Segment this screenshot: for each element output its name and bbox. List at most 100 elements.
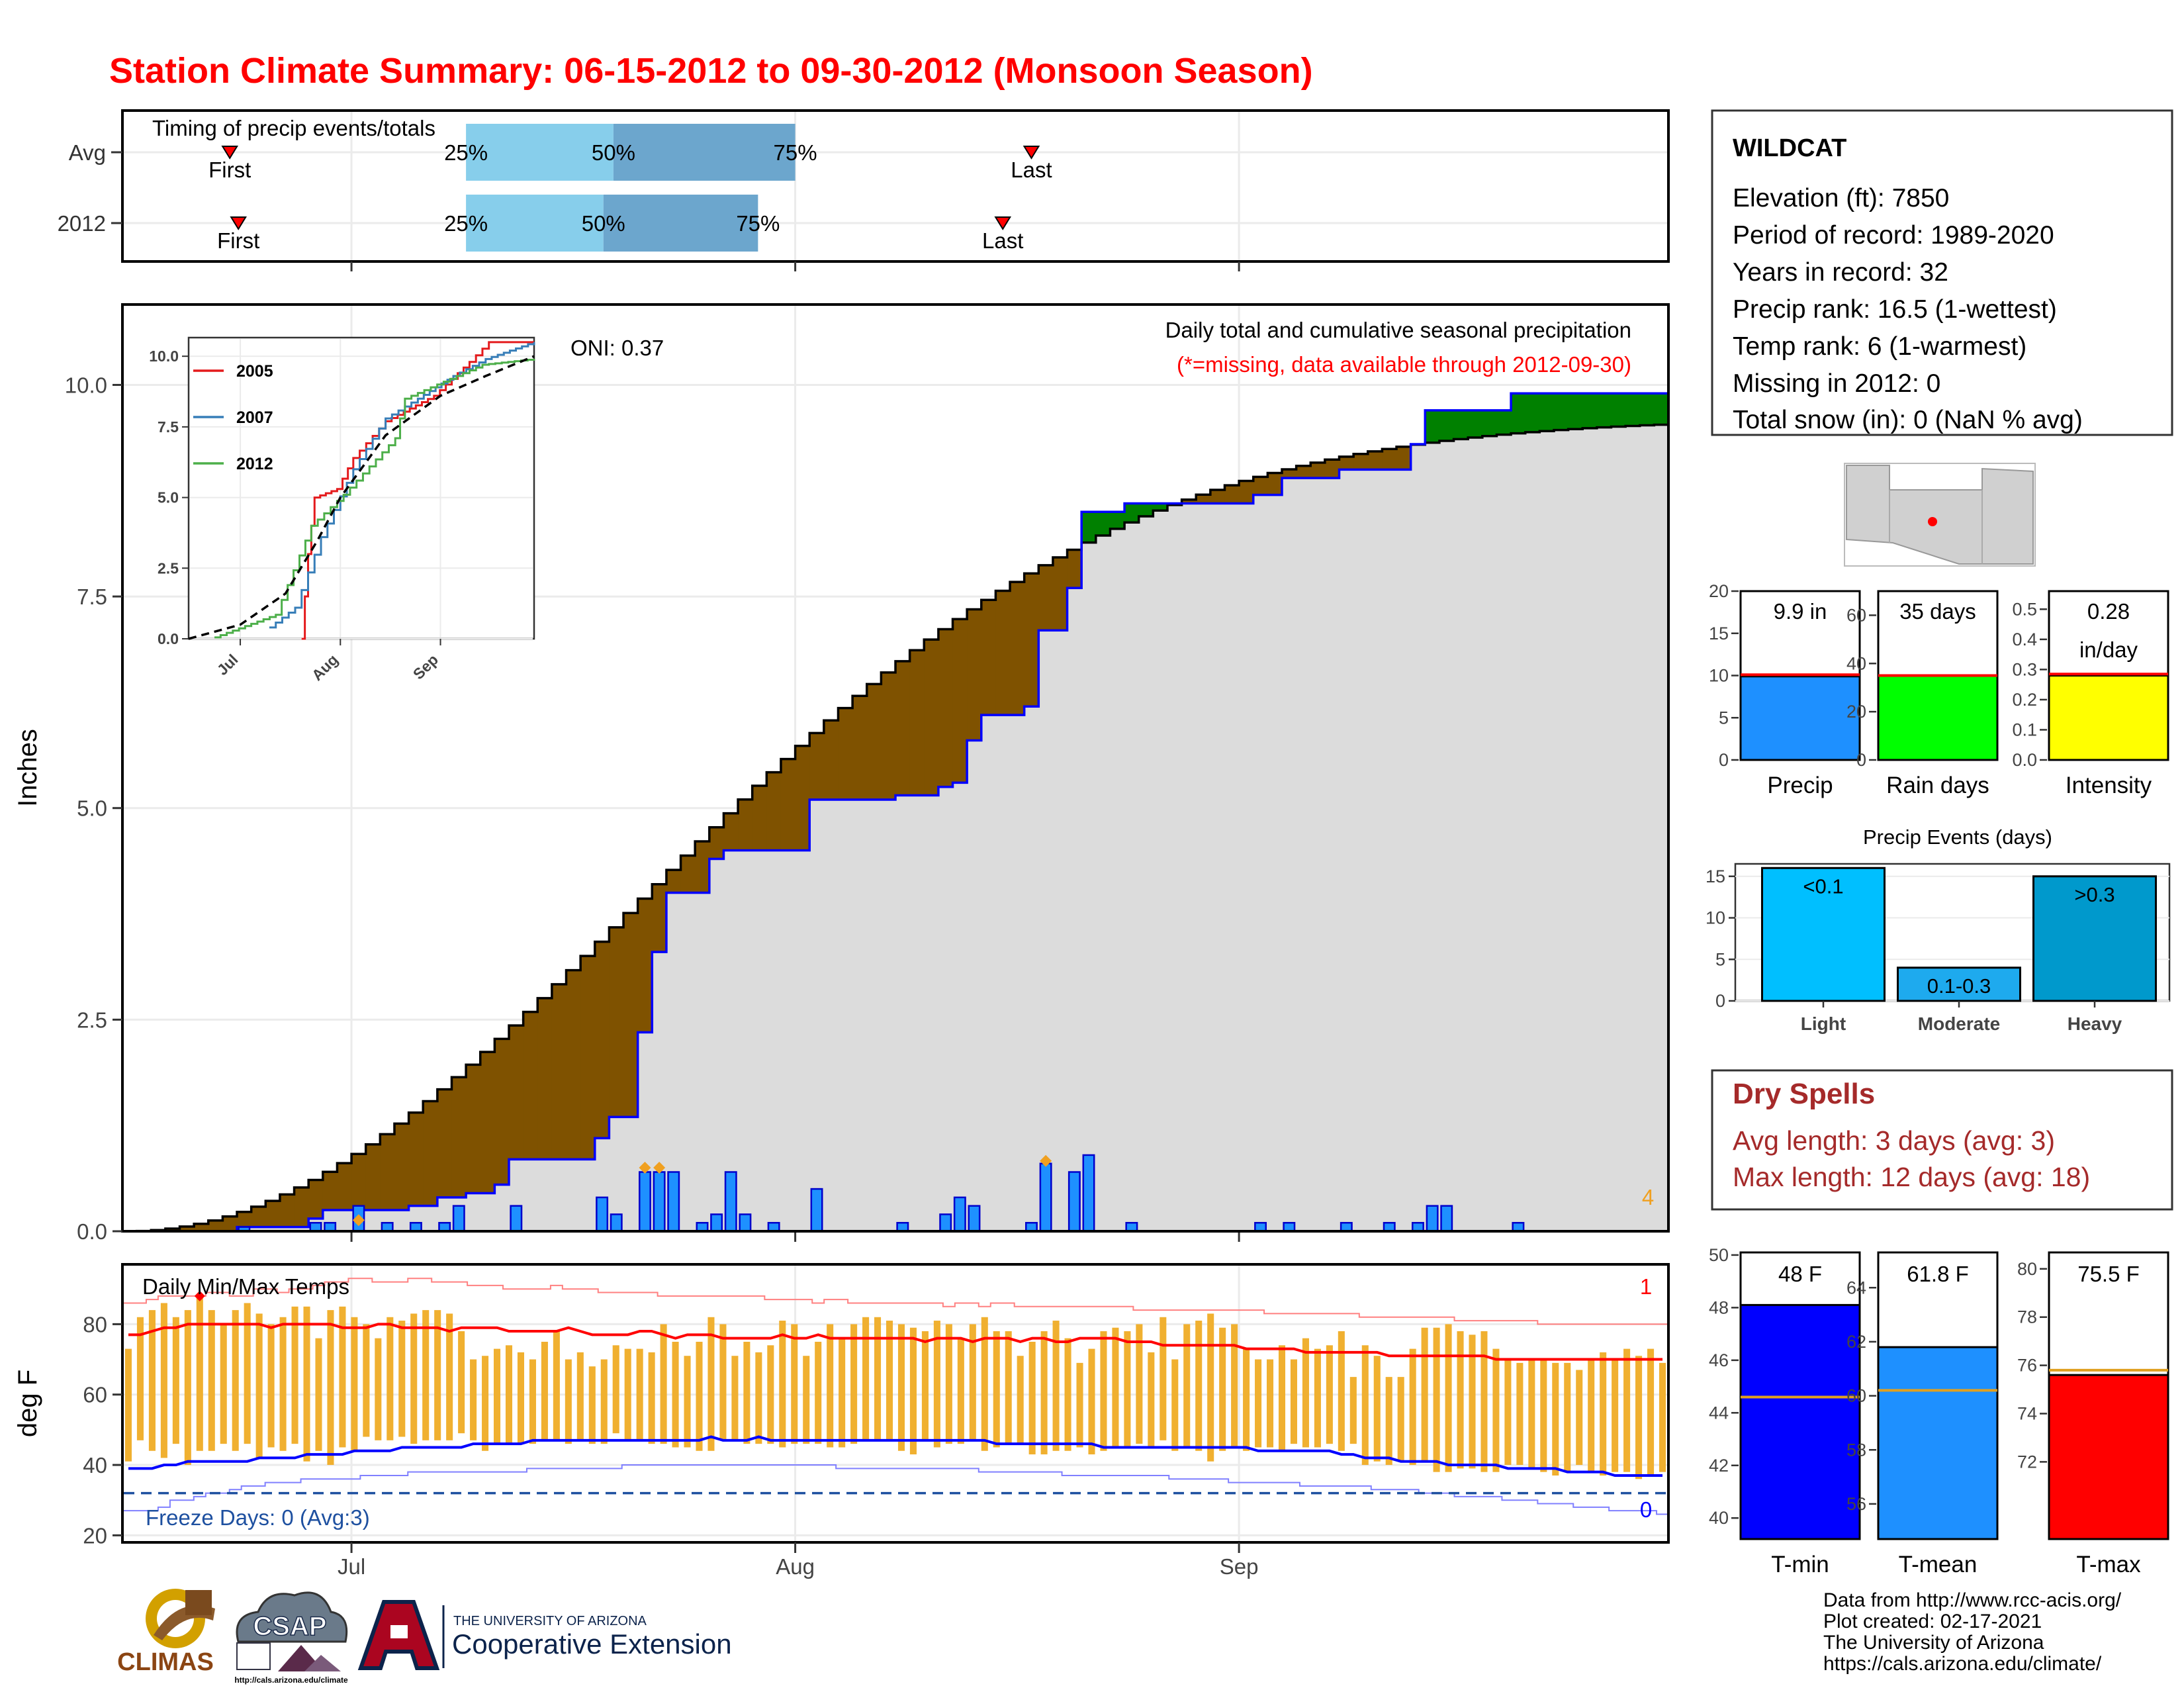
station-line: Period of record: 1989-2020 [1733,221,2054,250]
temp-daily-range-bar [553,1331,560,1440]
precip-below-avg-area [709,827,725,859]
precip-below-avg-area [1282,469,1297,479]
events-y-tick-label: 0 [1715,991,1725,1011]
summary-y-tick-label: 20 [1846,702,1866,722]
oni-label: ONI: 0.37 [570,336,664,360]
temp-daily-range-bar [1588,1359,1595,1472]
precip-cumulative-area [1410,444,1426,1231]
precip-below-avg-area [208,1220,224,1231]
precip-cumulative-area [1181,503,1197,1232]
summary-y-tick-label: 10 [1709,666,1729,686]
temp-daily-range-bar [363,1324,370,1437]
precip-daily-bar [1068,1171,1081,1233]
precip-below-avg-area [1324,459,1340,479]
temp-summary-y-tick-label: 72 [2017,1452,2037,1472]
precip-cumulative-area [1367,469,1383,1231]
summary-y-tick-label: 0.4 [2012,630,2037,649]
temp-daily-range-bar [1349,1377,1357,1444]
station-line: Total snow (in): 0 (NaN % avg) [1733,406,2083,434]
precip-below-avg-area [279,1194,295,1227]
precip-above-avg-area [1453,410,1469,440]
footer-logos: CLIMAS CSAP http://cals.arizona.edu/clim… [117,1589,732,1685]
precip-record-marker [639,1161,651,1174]
precip-cumulative-area [623,1117,639,1231]
timing-panel-frame [121,109,1670,263]
temp-daily-range-bar [232,1310,239,1451]
precip-cumulative-area [1138,516,1154,1231]
precip-below-avg-area [1196,494,1211,504]
temp-daily-range-bar [1516,1362,1524,1466]
timing-title: Timing of precip events/totals [152,116,435,140]
temp-summary-bar-T-max [2048,1374,2169,1540]
temp-daily-range-bar [624,1348,631,1440]
temp-daily-range-bar [1040,1331,1048,1455]
precip-above-avg-area [1468,410,1483,438]
temp-daily-range-bar [755,1352,762,1444]
temp-daily-range-bar [1492,1348,1500,1472]
timing-marks: 25% 50% 75% First Last 25% 50% 75% First Last [208,140,1052,253]
temp-daily-range-bar [839,1338,846,1448]
precip-cumulative-area [265,1227,281,1231]
temp-record-min-line [122,1464,1668,1515]
temp-daily-range-bar [1088,1348,1095,1455]
summary-y-tick-label: 15 [1709,624,1729,643]
inset-legend-label: 2005 [236,362,273,381]
temp-daily-range-bar [291,1306,298,1444]
precip-cumulative-area [1052,630,1068,1231]
station-line: Years in record: 32 [1733,258,1948,287]
precip-cumulative-area [652,952,667,1231]
temp-daily-range-bar [1207,1313,1214,1462]
precip-cumulative-area [537,1159,553,1231]
summary-y-tick-label: 60 [1846,605,1866,625]
precip-below-avg-area [437,1089,453,1197]
precip-daily-bar [710,1213,723,1233]
events-x-label: Light [1801,1013,1846,1034]
precip-cumulative-area [580,1159,596,1231]
timing-p75-label: 75% [774,140,817,165]
csap-cloud-icon [236,1591,348,1643]
temp-daily-range-bar [482,1356,489,1451]
temp-summary-y-tick-label: 76 [2017,1356,2037,1376]
precip-below-avg-area [179,1226,195,1231]
precip-below-avg-area [1052,557,1068,631]
precip-below-avg-area [652,884,667,953]
precip-below-avg-area [423,1101,438,1206]
summary-y-tick-label: 5 [1719,708,1729,727]
temp-summary-value-label: 61.8 F [1907,1262,1969,1286]
precip-below-avg-area [952,619,968,783]
temp-record-marker [194,1290,205,1301]
temp-daily-range-bar [517,1352,525,1444]
station-location-marker [1928,517,1937,526]
summary-y-tick-label: 0.2 [2012,690,2037,710]
summary-bars: 9.9 in Precip 0 5 10 15 20 35 days Rain days 0 20 4… [1709,581,2169,798]
month-label: Sep [1220,1554,1259,1579]
temp-daily-range-bar [505,1345,513,1444]
station-line: Elevation (ft): 7850 [1733,184,1949,212]
timing-last-marker [1023,146,1040,160]
temp-daily-range-bar [458,1331,465,1434]
temp-daily-range-bar [1528,1359,1535,1469]
precip-below-avg-area [823,720,839,800]
timing-bars [466,124,796,252]
freeze-days-label: Freeze Days: 0 (Avg:3) [146,1505,370,1530]
precip-cumulative-area [838,799,853,1231]
inset-legend-label: 2012 [236,455,273,473]
station-info: WILDCAT Elevation (ft): 7850 Period of r… [1711,109,2173,436]
temp-panel: Daily Min/Max Temps 1 0 Freeze Days: 0 (… [13,1263,1670,1579]
temp-daily-range-bar [1219,1327,1226,1451]
precip-y-tick-label: 2.5 [77,1008,107,1032]
summary-y-tick-label: 0 [1719,750,1729,770]
temp-summary-bar-T-min [1739,1303,1861,1540]
precip-below-avg-area [551,984,567,1160]
temp-x-ticks: Jul Aug Sep [338,1542,1258,1579]
inset-frame [187,336,535,640]
precip-record-marker [1040,1154,1052,1167]
precip-below-avg-area [251,1206,266,1227]
precip-cumulative-area [394,1210,410,1231]
precip-daily-bar [596,1196,609,1233]
precip-cumulative-area [1511,433,1526,1231]
station-line: Precip rank: 16.5 (1-wettest) [1733,295,2057,324]
temp-daily-range-bar [719,1324,727,1440]
summary-bar-Intensity [2048,675,2169,761]
precip-below-avg-area [909,650,925,796]
